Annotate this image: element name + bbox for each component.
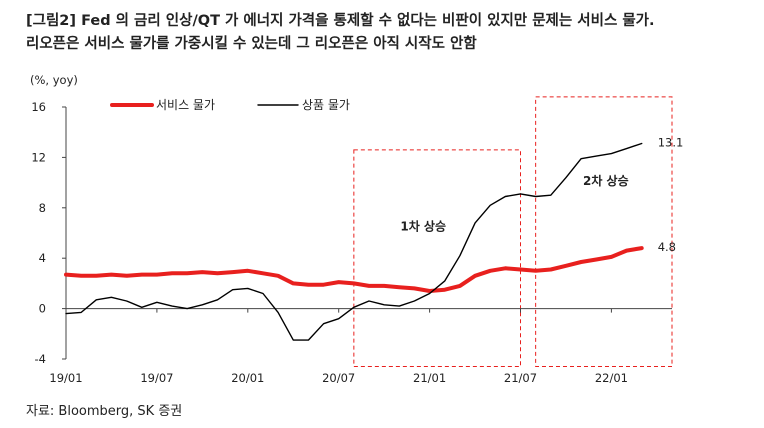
axes: (%, yoy) -4 0 4 8 12 16 19/01 19/07 20/01 20/07 21/… bbox=[30, 73, 672, 385]
annotation-label-1: 1차 상승 bbox=[400, 218, 446, 233]
series-line-services bbox=[64, 246, 644, 293]
annotation-box-2 bbox=[535, 96, 673, 368]
series-layer bbox=[64, 142, 644, 341]
x-tick-label: 19/07 bbox=[140, 371, 173, 385]
y-tick-label: 16 bbox=[31, 100, 46, 114]
y-tick-label: -4 bbox=[35, 352, 46, 366]
y-tick-label: 12 bbox=[31, 150, 46, 164]
y-tick-label: 0 bbox=[39, 302, 46, 316]
annotation-layer bbox=[353, 96, 673, 368]
source-note: 자료: Bloomberg, SK 증권 bbox=[26, 404, 183, 419]
chart-title-line-2: 리오픈은 서비스 물가를 가중시킬 수 있는데 그 리오픈은 아직 시작도 안함 bbox=[26, 36, 477, 52]
legend-entry-services: 서비스 물가 bbox=[110, 98, 215, 112]
legend-label: 상품 물가 bbox=[302, 98, 350, 112]
x-tick-label: 20/01 bbox=[231, 371, 264, 385]
annotation-label-2: 2차 상승 bbox=[583, 173, 629, 188]
annotation-box-1 bbox=[353, 149, 521, 368]
x-tick-label: 22/01 bbox=[595, 371, 628, 385]
chart-title-line-1: [그림2] Fed 의 금리 인상/QT 가 에너지 가격을 통제할 수 없다는… bbox=[26, 13, 655, 29]
series-line-goods bbox=[65, 142, 643, 341]
y-tick-label: 8 bbox=[39, 201, 46, 215]
legend-label: 서비스 물가 bbox=[156, 98, 215, 112]
x-tick-label: 19/01 bbox=[49, 371, 82, 385]
x-tick-label: 20/07 bbox=[322, 371, 355, 385]
y-tick-label: 4 bbox=[39, 251, 46, 265]
y-unit-label: (%, yoy) bbox=[30, 73, 78, 87]
end-value-label-13.1: 13.1 bbox=[658, 136, 684, 150]
label-layer: 1차 상승 2차 상승 13.1 4.8 서비스 물가 상품 물가 bbox=[110, 98, 684, 254]
x-tick-label: 21/07 bbox=[504, 371, 537, 385]
legend-entry-goods: 상품 물가 bbox=[257, 98, 350, 112]
x-tick-label: 21/01 bbox=[413, 371, 446, 385]
end-value-label-4.8: 4.8 bbox=[658, 240, 676, 254]
